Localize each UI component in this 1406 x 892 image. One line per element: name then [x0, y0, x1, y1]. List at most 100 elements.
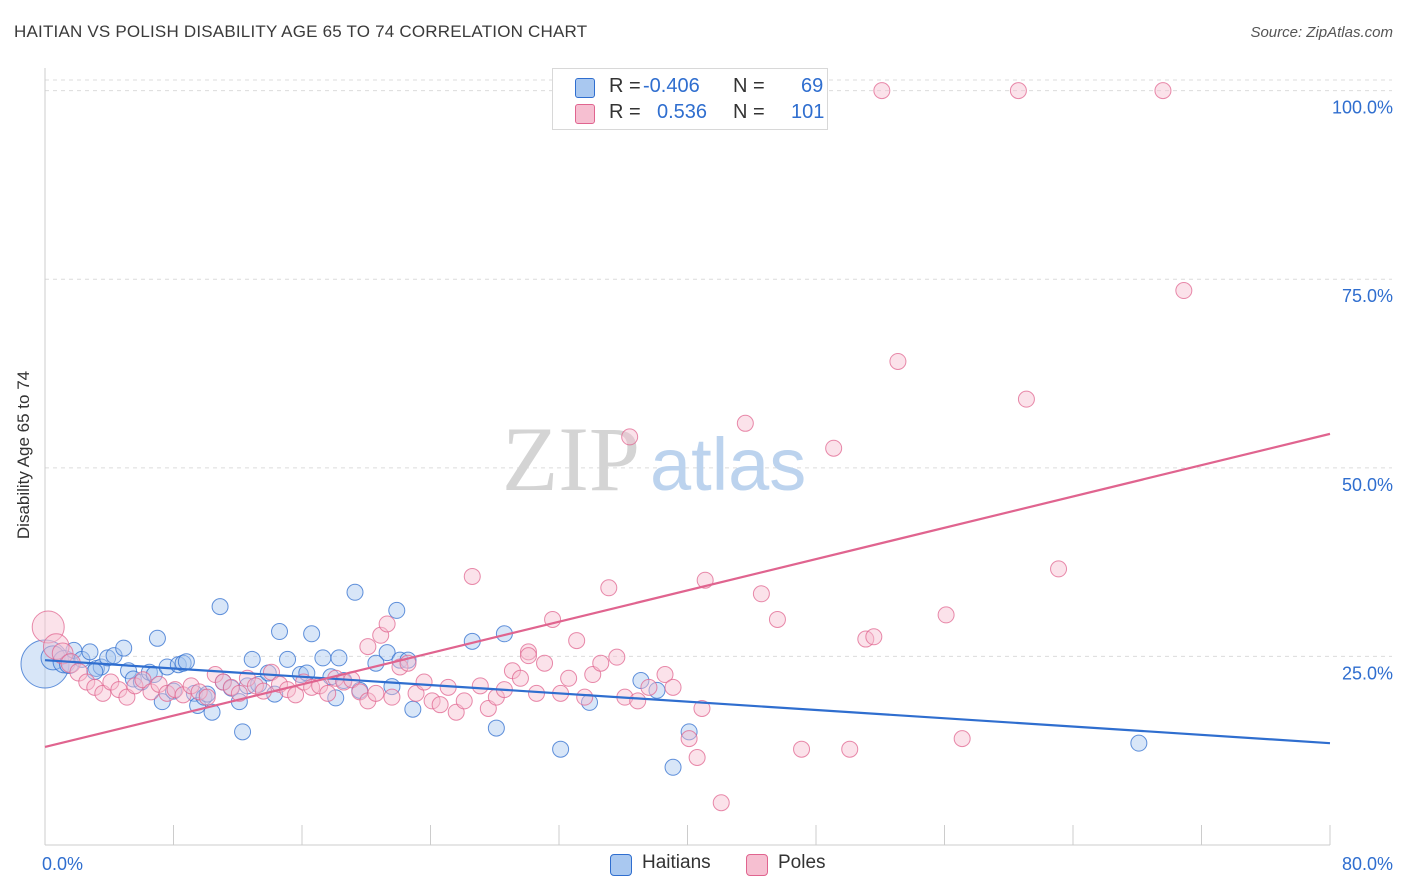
y-tick-label: 25.0% [1342, 663, 1393, 683]
point-haitians [330, 649, 348, 667]
point-poles [693, 699, 711, 717]
point-poles [600, 579, 618, 597]
point-haitians [115, 639, 133, 657]
point-poles [383, 688, 401, 706]
point-poles [1175, 282, 1193, 300]
point-poles [378, 615, 396, 633]
point-poles [1050, 560, 1068, 578]
correlation-legend: R = -0.406 N = 69 R = 0.536 N = 101 [552, 68, 828, 130]
watermark-zip: ZIP [502, 408, 640, 510]
bottom-legend-label-haitians: Haitians [642, 852, 711, 873]
legend-swatch-poles [575, 104, 595, 124]
point-poles [608, 648, 626, 666]
legend-n-value: 101 [791, 101, 825, 123]
point-poles [415, 673, 433, 691]
point-poles [629, 692, 647, 710]
point-poles [519, 643, 537, 661]
point-poles [752, 585, 770, 603]
point-poles [873, 82, 891, 100]
point-haitians [81, 643, 99, 661]
point-poles [768, 610, 786, 628]
point-haitians [664, 758, 682, 776]
point-haitians [680, 723, 698, 741]
point-poles [134, 671, 152, 689]
legend-n-label: N = [733, 75, 765, 97]
x-tick-label: 0.0% [42, 854, 83, 874]
x-tick-label: 80.0% [1342, 854, 1393, 874]
point-haitians [404, 700, 422, 718]
tick-labels: 100.0% 75.0% 50.0% 25.0% 0.0% 80.0% [42, 98, 1393, 874]
point-haitians [314, 649, 332, 667]
point-poles [592, 654, 610, 672]
bottom-legend-label-poles: Poles [778, 852, 826, 873]
point-poles [31, 610, 65, 644]
trend-line-haitians [44, 659, 1331, 745]
point-poles [431, 696, 449, 714]
point-haitians [487, 719, 505, 737]
point-poles [937, 606, 955, 624]
point-poles [319, 684, 337, 702]
point-haitians [211, 598, 229, 616]
point-poles [511, 669, 529, 687]
point-haitians [234, 723, 252, 741]
legend-r-value: -0.406 [643, 75, 700, 97]
point-poles [688, 748, 706, 766]
point-poles [367, 684, 385, 702]
point-haitians [153, 693, 171, 711]
point-poles [1154, 82, 1172, 100]
legend-n-value: 69 [801, 75, 824, 97]
point-haitians [99, 649, 117, 667]
point-poles [865, 628, 883, 646]
watermark: ZIP atlas [502, 408, 806, 510]
point-haitians [271, 623, 289, 641]
legend-n-label: N = [733, 101, 765, 123]
point-poles [1017, 390, 1035, 408]
point-poles [712, 794, 730, 812]
point-poles [825, 439, 843, 457]
point-poles [1009, 82, 1027, 100]
point-poles [455, 692, 473, 710]
legend-swatch-haitians [575, 78, 595, 98]
watermark-atlas: atlas [650, 423, 806, 506]
point-poles [576, 688, 594, 706]
point-poles [889, 352, 907, 370]
point-poles [423, 692, 441, 710]
point-poles [680, 730, 698, 748]
y-axis-label: Disability Age 65 to 74 [14, 370, 33, 540]
legend-r-label: R = [609, 75, 641, 97]
point-haitians [279, 650, 297, 668]
point-poles [621, 428, 639, 446]
point-poles [519, 647, 537, 665]
axis-layer [44, 68, 1331, 846]
chart-title: HAITIAN VS POLISH DISABILITY AGE 65 TO 7… [14, 22, 588, 41]
point-poles [230, 684, 248, 702]
trend-line-poles [44, 432, 1331, 749]
y-tick-label: 50.0% [1342, 475, 1393, 495]
point-poles [42, 633, 70, 660]
point-haitians [552, 740, 570, 758]
y-tick-label: 100.0% [1332, 98, 1393, 118]
point-haitians [388, 601, 406, 619]
grid-layer [45, 79, 1392, 657]
point-poles [536, 654, 554, 672]
point-poles [262, 663, 280, 681]
point-poles [953, 730, 971, 748]
point-poles [560, 669, 578, 687]
point-poles [471, 677, 489, 695]
point-haitians [303, 625, 321, 643]
bottom-legend-swatch-poles [746, 854, 768, 876]
point-haitians [243, 650, 261, 668]
trend-layer [44, 432, 1331, 749]
point-poles [568, 632, 586, 650]
bottom-legend-swatch-haitians [610, 854, 632, 876]
point-poles [359, 638, 377, 656]
point-poles [841, 740, 859, 758]
point-haitians [177, 653, 195, 671]
point-poles [656, 666, 674, 684]
point-poles [793, 740, 811, 758]
point-poles [198, 688, 216, 706]
source-label: Source: ZipAtlas.com [1250, 24, 1393, 41]
point-poles [736, 414, 754, 432]
point-poles [640, 678, 658, 696]
